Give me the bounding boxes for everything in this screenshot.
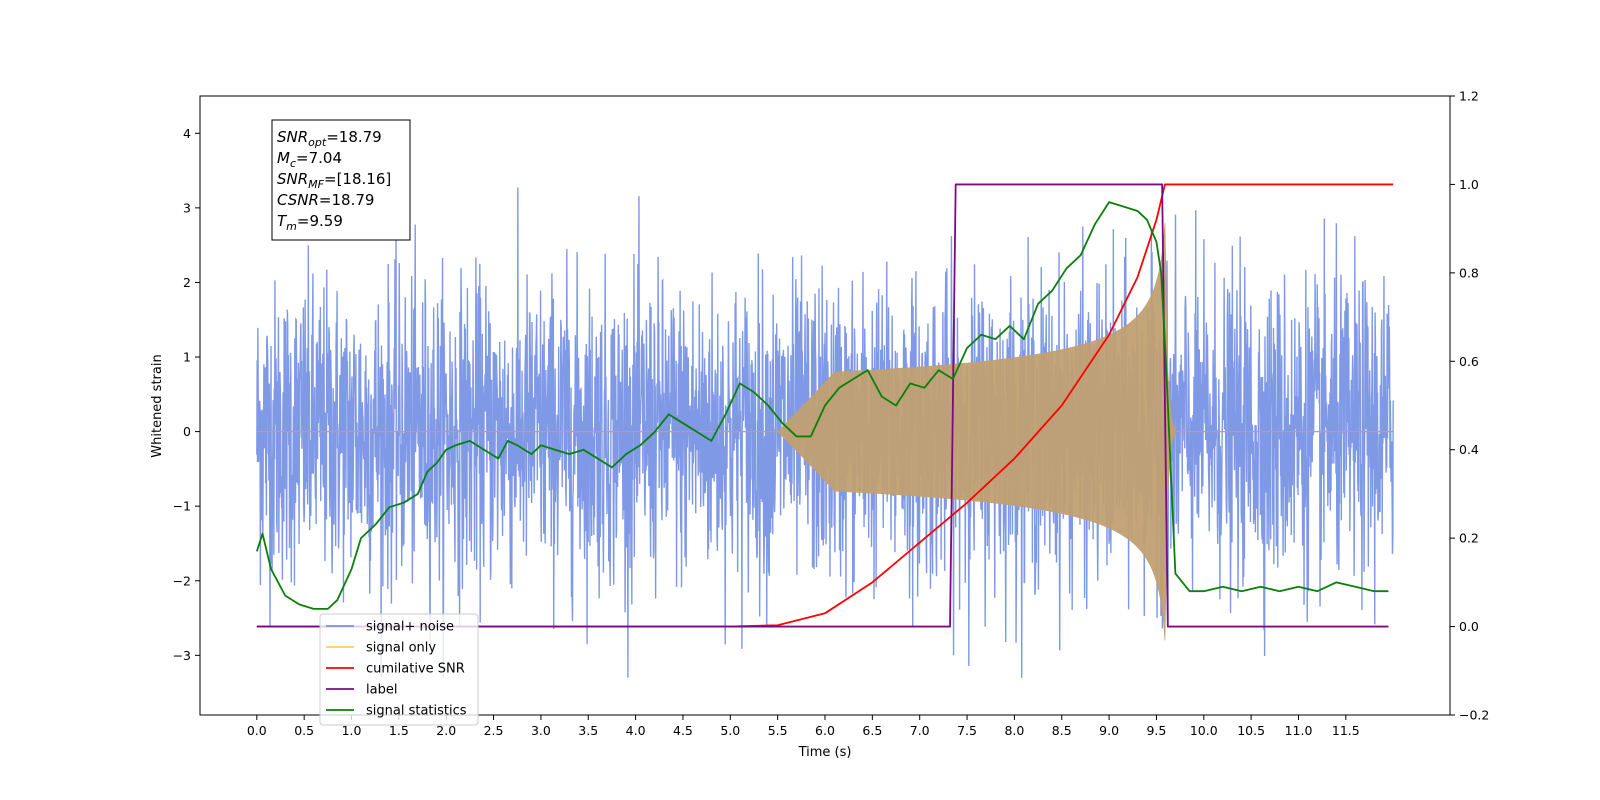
y-right-tick-label: 0.4 (1459, 442, 1479, 457)
x-tick-label: 4.0 (626, 723, 646, 738)
series-layer (255, 183, 1394, 678)
series-signal-statistics (255, 201, 1389, 610)
series-signal-plus-noise (256, 187, 1394, 678)
annotation-value: =7.04 (296, 149, 342, 167)
y-left-tick-label: 4 (183, 126, 191, 141)
y-axis-label: Whitened strain (150, 354, 165, 457)
x-tick-label: 9.0 (1099, 723, 1119, 738)
legend-frame (319, 613, 479, 726)
x-axis-label: Time (s) (798, 745, 852, 760)
x-tick-label: 8.5 (1052, 723, 1072, 738)
y-left-tick-label: −2 (173, 573, 191, 588)
x-tick-label: 3.5 (578, 723, 598, 738)
y-left-tick-label: −1 (173, 499, 191, 514)
y-right-tick-label: 1.2 (1459, 89, 1479, 104)
annotation-value: =18.79 (326, 128, 382, 146)
y-right-tick-label: −0.2 (1459, 708, 1489, 723)
series-cumilative-snr (256, 183, 1394, 628)
annotation-value: =18.79 (319, 191, 375, 209)
x-tick-label: 11.5 (1332, 723, 1360, 738)
y-left-tick-label: 2 (183, 275, 191, 290)
axes-layer: 0.0 0.5 1.0 1.5 2.0 2.5 3.0 3.5 4.0 4.5 5.0 5.5 6.0 6… (173, 89, 1490, 739)
annotation-value: =[18.16] (324, 170, 391, 188)
legend-label: cumilative SNR (366, 662, 465, 677)
annotation-symbol: SNR (277, 170, 308, 188)
x-tick-label: 7.0 (910, 723, 930, 738)
x-tick-label: 0.0 (247, 723, 267, 738)
y-left-tick-label: 0 (183, 424, 191, 439)
annotation-subscript: opt (308, 136, 327, 149)
x-tick-label: 10.5 (1237, 723, 1265, 738)
legend: signal+ noise signal only cumilative SNR la… (319, 613, 479, 726)
y-left-tick-label: −3 (173, 648, 191, 663)
legend-label: signal statistics (366, 704, 467, 719)
x-tick-label: 0.5 (294, 723, 314, 738)
y-right-tick-label: 0.2 (1459, 531, 1479, 546)
annotation-subscript: c (290, 157, 296, 170)
y-right-tick-label: 0.6 (1459, 354, 1479, 369)
annotation-subscript: MF (308, 178, 324, 191)
annotation-box: SNRopt=18.79Mc=7.04SNRMF=[18.16]CSNR=18.… (271, 119, 411, 241)
annotation-symbol: M (277, 149, 290, 167)
legend-label: signal+ noise (366, 620, 454, 635)
legend-label: label (366, 683, 397, 698)
y-right-tick-label: 0.0 (1459, 619, 1479, 634)
y-right-tick-label: 0.8 (1459, 265, 1479, 280)
x-tick-label: 1.0 (342, 723, 362, 738)
legend-label: signal only (366, 641, 436, 656)
x-tick-label: 2.0 (436, 723, 456, 738)
annotation-line: Tm=9.59 (277, 212, 343, 233)
x-tick-label: 7.5 (957, 723, 977, 738)
annotation-symbol: SNR (277, 128, 308, 146)
series-label (256, 183, 1389, 628)
annotation-line: CSNR=18.79 (277, 191, 374, 209)
x-tick-label: 8.0 (1004, 723, 1024, 738)
annotation-line: SNRMF=[18.16] (277, 170, 391, 191)
x-tick-label: 10.0 (1190, 723, 1218, 738)
annotation-value: =9.59 (297, 212, 343, 230)
annotation-symbol: T (277, 212, 288, 230)
x-tick-label: 1.5 (389, 723, 409, 738)
annotation-line: Mc=7.04 (277, 149, 342, 170)
annotation-box-frame (271, 119, 411, 241)
x-tick-label: 5.0 (720, 723, 740, 738)
x-tick-label: 2.5 (484, 723, 504, 738)
x-tick-label: 6.5 (862, 723, 882, 738)
y-left-tick-label: 3 (183, 200, 191, 215)
x-tick-label: 3.0 (531, 723, 551, 738)
annotation-symbol: CSNR (277, 191, 319, 209)
annotation-subscript: m (286, 220, 297, 233)
y-left-tick-label: 1 (183, 350, 191, 365)
x-tick-label: 4.5 (673, 723, 693, 738)
x-tick-label: 9.5 (1146, 723, 1166, 738)
x-tick-label: 5.5 (768, 723, 788, 738)
x-tick-label: 11.0 (1285, 723, 1313, 738)
annotation-line: SNRopt=18.79 (277, 128, 382, 149)
x-tick-label: 6.0 (815, 723, 835, 738)
y-right-tick-label: 1.0 (1459, 177, 1479, 192)
